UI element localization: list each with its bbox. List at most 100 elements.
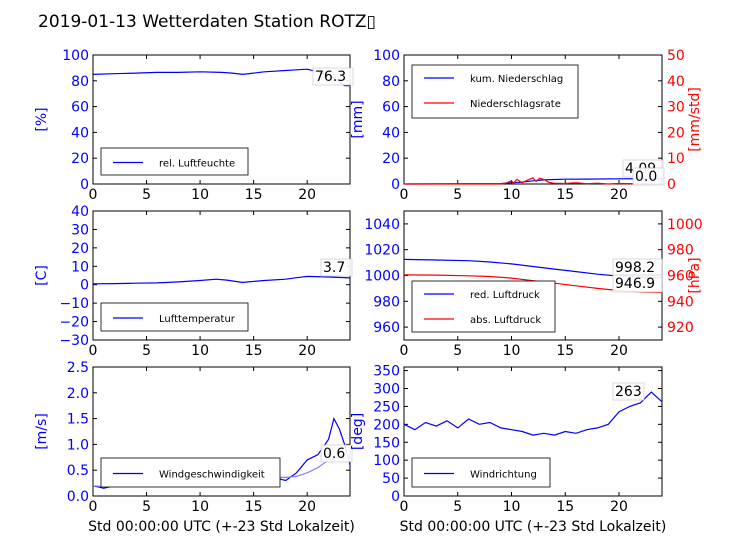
y-tick-label: 960 (373, 320, 400, 336)
legend-box (100, 147, 249, 176)
series-line-1 (404, 177, 663, 185)
x-tick-label: 10 (503, 187, 521, 203)
series-line-0 (92, 275, 351, 285)
y-axis-label: [%] (34, 107, 50, 131)
figure-title: 2019-01-13 Wetterdaten Station ROTZ▯ (38, 12, 376, 32)
chart-humidity: 0 5 10 15 20 0 20 40 60 80 100 [%] rel. Luftfeuchte 7… (34, 48, 354, 203)
y-tick-label: 1.5 (67, 412, 89, 428)
x-tick-label: 10 (191, 187, 209, 203)
x-tick-label: 0 (400, 343, 409, 359)
y-tick-label: 1000 (364, 269, 400, 285)
chart-windspeed: 0 5 10 15 20 0.0 0.5 1.0 1.5 2.0 2.5 [m/s] Std 00:00… (34, 360, 355, 535)
x-tick-label: 0 (400, 187, 409, 203)
y-tick-label: 250 (373, 399, 400, 415)
legend-label: Windrichtung (470, 470, 537, 481)
x-tick-label: 5 (453, 343, 462, 359)
x-tick-label: 5 (142, 187, 151, 203)
annotation-label: 946.9 (615, 276, 655, 292)
y2-tick-label: 30 (667, 100, 685, 116)
annotation-label: 0.6 (323, 446, 345, 462)
x-tick-label: 5 (453, 187, 462, 203)
y-tick-label: −30 (59, 333, 89, 349)
y2-axis-label: [hPa] (687, 257, 703, 293)
x-tick-label: 10 (503, 499, 521, 515)
y-tick-label: 60 (71, 100, 89, 116)
y-tick-label: 20 (71, 151, 89, 167)
annotation-label: 263 (615, 384, 642, 400)
legend-box (100, 302, 249, 332)
y-tick-label: 100 (62, 48, 89, 64)
x-axis-label: Std 00:00:00 UTC (+-23 Std Lokalzeit) (88, 519, 355, 535)
y-tick-label: 30 (71, 222, 89, 238)
x-tick-label: 10 (191, 343, 209, 359)
y2-tick-label: 1000 (667, 217, 703, 233)
legend-label: rel. Luftfeuchte (159, 159, 235, 170)
x-axis-label: Std 00:00:00 UTC (+-23 Std Lokalzeit) (400, 519, 667, 535)
x-tick-label: 10 (503, 343, 521, 359)
annotation-label: 76.3 (315, 69, 346, 85)
y-tick-label: 0 (80, 177, 89, 193)
y-tick-label: 0.0 (67, 489, 89, 505)
y-tick-label: 1040 (364, 217, 400, 233)
y-tick-label: 2.5 (67, 360, 89, 376)
y-axis-label: [m/s] (34, 413, 50, 450)
x-tick-label: 20 (610, 343, 628, 359)
annotation-box (312, 67, 354, 86)
legend-box (411, 280, 556, 333)
y-tick-label: 200 (373, 417, 400, 433)
chart-temperature: 0 5 10 15 20 −30 −20 −10 0 10 20 30 40 [C] Lufttempera… (34, 204, 353, 359)
y-tick-label: 20 (71, 241, 89, 257)
y-tick-label: 0.5 (67, 463, 89, 479)
y-tick-label: 40 (71, 204, 89, 220)
y2-tick-label: 20 (667, 125, 685, 141)
y-tick-label: 350 (373, 364, 400, 380)
legend-label: Niederschlagsrate (470, 99, 561, 110)
y2-tick-label: 50 (667, 48, 685, 64)
x-tick-label: 20 (610, 187, 628, 203)
x-tick-label: 15 (245, 343, 263, 359)
x-tick-label: 15 (556, 499, 574, 515)
y-tick-label: 150 (373, 435, 400, 451)
y-tick-label: 20 (382, 151, 400, 167)
y-tick-label: −10 (59, 296, 89, 312)
x-tick-label: 20 (298, 187, 316, 203)
y-tick-label: 40 (71, 125, 89, 141)
x-tick-label: 15 (556, 187, 574, 203)
x-tick-label: 0 (89, 343, 98, 359)
legend-label: abs. Luftdruck (470, 315, 541, 326)
annotation-box (612, 274, 663, 293)
chart-pressure: 0 5 10 15 20 960 980 1000 1020 1040 920 940 960 980 10… (364, 210, 703, 359)
y-axis-label: [mm] (350, 100, 366, 138)
x-tick-label: 0 (89, 187, 98, 203)
series-line-0 (403, 391, 663, 436)
x-tick-label: 10 (191, 499, 209, 515)
y2-axis-label: [mm/std] (687, 87, 703, 152)
x-tick-label: 20 (610, 499, 628, 515)
x-tick-label: 5 (142, 499, 151, 515)
series-line-0 (403, 178, 662, 185)
y-tick-label: 50 (382, 471, 400, 487)
y2-tick-label: 40 (667, 74, 685, 90)
legend-label: kum. Niederschlag (470, 74, 563, 85)
annotation-box (612, 382, 645, 401)
y2-tick-label: 960 (667, 269, 694, 285)
y-tick-label: 10 (71, 259, 89, 275)
y2-tick-label: 0 (667, 177, 676, 193)
y-tick-label: 0 (80, 278, 89, 294)
annotation-label: 998.2 (615, 260, 655, 276)
x-tick-label: 15 (245, 499, 263, 515)
x-tick-label: 0 (400, 499, 409, 515)
y-axis-label: [deg] (350, 413, 366, 450)
chart-precipitation: 0 5 10 15 20 0 20 40 60 80 100 0 10 20 30 40 50 [mm/std] [… (350, 48, 703, 203)
x-tick-label: 0 (89, 499, 98, 515)
legend-box (100, 457, 281, 488)
y-tick-label: −20 (59, 315, 89, 331)
x-tick-label: 20 (298, 499, 316, 515)
legend-label: Windgeschwindigkeit (159, 470, 265, 481)
y-tick-label: 40 (382, 125, 400, 141)
annotation-box (320, 444, 353, 463)
y-axis-label: [C] (34, 265, 50, 286)
y2-tick-label: 10 (667, 151, 685, 167)
